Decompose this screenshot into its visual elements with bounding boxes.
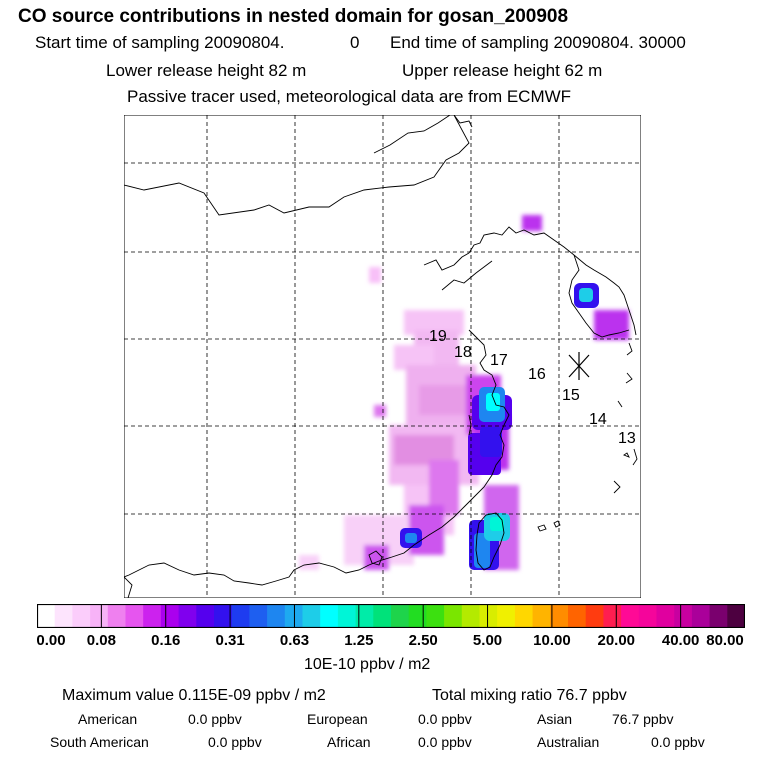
african-label: African <box>327 734 371 750</box>
trajectory-label-15: 15 <box>562 387 580 404</box>
australian-value: 0.0 ppbv <box>651 734 705 750</box>
colorbar-tick-label: 20.00 <box>597 632 636 649</box>
colorbar-tick-label: 1.25 <box>344 632 374 649</box>
european-value: 0.0 ppbv <box>418 711 472 727</box>
colorbar-cell <box>727 604 745 628</box>
colorbar-tick-label: 0.63 <box>279 632 310 649</box>
colorbar-tick-label: 0.16 <box>151 632 181 649</box>
colorbar-tick-label: 0.00 <box>36 632 66 649</box>
colorbar-tick-label: 10.00 <box>533 632 571 649</box>
colorbar-cell <box>497 604 516 628</box>
start-time-label: Start time of sampling 20090804. <box>35 33 285 52</box>
colorbar-cell <box>107 604 126 628</box>
colorbar-cell <box>461 604 480 628</box>
colorbar-cell <box>479 604 498 628</box>
colorbar-cell <box>674 604 693 628</box>
colorbar-cell <box>426 604 445 628</box>
colorbar-cell <box>90 604 109 628</box>
colorbar-cell <box>143 604 162 628</box>
colorbar-cell <box>550 604 569 628</box>
american-value: 0.0 ppbv <box>188 711 242 727</box>
total-mixing-ratio: Total mixing ratio 76.7 ppbv <box>432 687 627 704</box>
map-panel: 19 18 17 16 15 14 13 <box>124 115 641 598</box>
colorbar-units: 10E-10 ppbv / m2 <box>304 656 431 673</box>
colorbar-cell <box>72 604 91 628</box>
asian-value: 76.7 ppbv <box>612 711 674 727</box>
colorbar-cell <box>54 604 73 628</box>
colorbar-cell <box>37 604 56 628</box>
page-title: CO source contributions in nested domain… <box>18 6 569 27</box>
colorbar-tick-label: 80.00 <box>706 632 744 649</box>
tracer-note: Passive tracer used, meteorological data… <box>127 87 572 106</box>
colorbar-cell <box>391 604 410 628</box>
trajectory-label-18: 18 <box>454 344 472 361</box>
maximum-value: Maximum value 0.115E-09 ppbv / m2 <box>62 687 326 704</box>
colorbar-cell <box>178 604 197 628</box>
colorbar-tick-label: 0.08 <box>86 632 116 649</box>
colorbar-cell <box>638 604 657 628</box>
concentration-plume <box>299 215 629 570</box>
colorbar-cell <box>568 604 587 628</box>
start-time-value: 0 <box>350 33 360 52</box>
colorbar-cell <box>603 604 622 628</box>
colorbar-cell <box>337 604 357 628</box>
colorbar-cell <box>302 604 321 628</box>
receptor-marker <box>568 352 590 380</box>
colorbar-cell <box>621 604 640 628</box>
colorbar-cell <box>125 604 144 628</box>
colorbar-cell <box>691 604 711 628</box>
colorbar-tick-label: 0.31 <box>215 632 245 649</box>
colorbar-tick-label: 5.00 <box>472 632 503 649</box>
colorbar-cell <box>709 604 728 628</box>
coastlines <box>124 115 638 598</box>
colorbar-cell <box>267 604 286 628</box>
colorbar-cell <box>355 604 374 628</box>
concentration-hotspots <box>400 283 599 570</box>
american-label: American <box>78 711 138 727</box>
colorbar-cell <box>196 604 215 628</box>
colorbar-tick-label: 2.50 <box>408 632 438 649</box>
colorbar-cell <box>284 604 303 628</box>
end-time-label: End time of sampling 20090804. 30000 <box>390 33 686 52</box>
colorbar-cell <box>444 604 463 628</box>
colorbar-cell <box>320 604 339 628</box>
upper-release-height: Upper release height 62 m <box>402 61 603 80</box>
trajectory-label-19: 19 <box>429 328 447 345</box>
asian-label: Asian <box>537 711 573 727</box>
lat-lon-grid <box>124 115 641 598</box>
trajectory-label-13: 13 <box>618 430 636 447</box>
colorbar-cell <box>408 604 427 628</box>
lower-release-height: Lower release height 82 m <box>106 61 307 80</box>
colorbar-cell <box>231 604 250 628</box>
colorbar-cell <box>585 604 604 628</box>
colorbar-tick-label: 40.00 <box>661 632 700 649</box>
african-value: 0.0 ppbv <box>418 734 472 750</box>
colorbar <box>37 604 745 628</box>
trajectory-label-17: 17 <box>490 352 508 369</box>
colorbar-cell <box>514 604 534 628</box>
south-american-value: 0.0 ppbv <box>208 734 262 750</box>
european-label: European <box>307 711 368 727</box>
colorbar-cell <box>160 604 180 628</box>
australian-label: Australian <box>537 734 600 750</box>
colorbar-cell <box>532 604 551 628</box>
trajectory-label-14: 14 <box>589 411 607 428</box>
south-american-label: South American <box>50 734 149 750</box>
colorbar-cell <box>656 604 675 628</box>
trajectory-label-16: 16 <box>528 366 546 383</box>
colorbar-cell <box>214 604 233 628</box>
colorbar-cell <box>249 604 268 628</box>
colorbar-cell <box>373 604 392 628</box>
